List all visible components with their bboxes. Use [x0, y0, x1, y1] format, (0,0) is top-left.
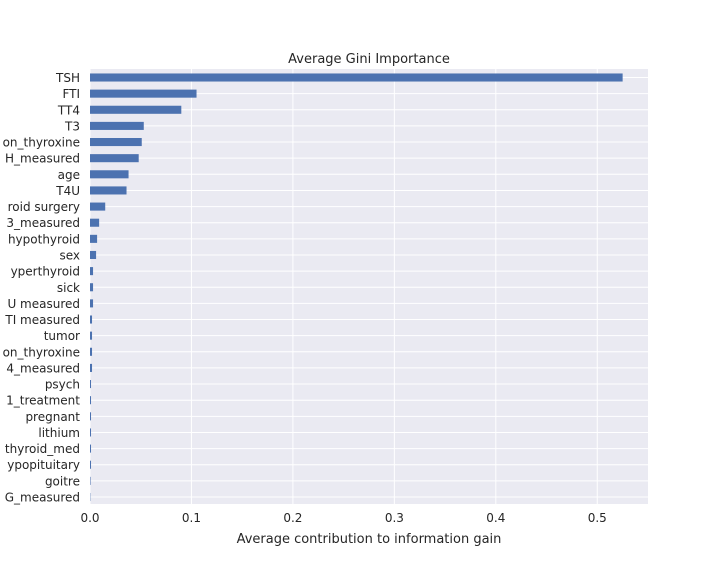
x-tick-label: 0.2: [283, 511, 302, 525]
bar-22: [90, 428, 92, 437]
y-tick-label: U measured: [7, 297, 80, 311]
bar-24: [90, 460, 92, 469]
y-tick-label: T4U: [55, 184, 80, 198]
y-tick-label: TT4: [57, 103, 80, 117]
bar-14: [90, 299, 94, 308]
y-tick-label: 4_measured: [6, 361, 80, 375]
bar-7: [90, 186, 127, 195]
bar-1: [90, 89, 197, 98]
y-tick-label: TI measured: [4, 313, 80, 327]
y-tick-label: ypopituitary: [7, 458, 80, 472]
y-tick-label: G_measured: [5, 491, 80, 505]
y-tick-label: yperthyroid: [11, 265, 80, 279]
y-tick-label: on_thyroxine: [3, 136, 80, 150]
bar-19: [90, 380, 92, 389]
y-tick-label: thyroid_med: [5, 442, 80, 456]
y-tick-label: H_measured: [5, 152, 80, 166]
bar-5: [90, 154, 139, 163]
bar-21: [90, 412, 92, 421]
bar-12: [90, 267, 94, 276]
y-tick-label: hypothyroid: [8, 232, 80, 246]
grid-lines: [89, 69, 648, 504]
bars-group: [90, 73, 623, 502]
bar-11: [90, 250, 97, 260]
y-tick-label: tumor: [44, 329, 80, 343]
x-tick-label: 0.3: [385, 511, 404, 525]
x-axis-label: Average contribution to information gain: [237, 532, 502, 547]
bar-13: [90, 283, 94, 292]
y-tick-label: TSH: [55, 71, 80, 85]
x-tick-labels: 0.0 0.1 0.2 0.3 0.4 0.5: [80, 511, 606, 525]
bar-20: [90, 396, 92, 405]
bar-18: [90, 363, 93, 372]
x-tick-label: 0.1: [182, 511, 201, 525]
bar-23: [90, 444, 92, 453]
y-tick-label: sex: [59, 248, 80, 262]
y-tick-label: 1_treatment: [6, 394, 80, 408]
bar-0: [90, 73, 623, 82]
bar-15: [90, 315, 93, 324]
y-tick-label: age: [58, 168, 80, 182]
x-tick-label: 0.0: [80, 511, 99, 525]
chart-title: Average Gini Importance: [288, 52, 450, 67]
bar-8: [90, 202, 106, 211]
bar-9: [90, 218, 100, 227]
y-tick-label: FTI: [62, 87, 80, 101]
bar-17: [90, 347, 93, 356]
bar-2: [90, 105, 182, 114]
bar-10: [90, 234, 98, 243]
bar-4: [90, 138, 142, 147]
y-tick-label: goitre: [45, 474, 80, 488]
x-tick-label: 0.5: [588, 511, 607, 525]
bar-25: [90, 476, 91, 485]
bar-6: [90, 170, 129, 179]
y-tick-label: psych: [45, 378, 80, 392]
y-tick-label: 3_measured: [6, 216, 80, 230]
y-tick-label: T3: [64, 119, 80, 133]
bar-3: [90, 121, 144, 130]
y-tick-label: on_thyroxine: [3, 345, 80, 359]
y-tick-label: pregnant: [25, 410, 80, 424]
plot-background: [90, 69, 648, 504]
y-tick-label: lithium: [38, 426, 80, 440]
x-tick-label: 0.4: [486, 511, 505, 525]
bar-16: [90, 331, 93, 340]
y-tick-label: sick: [57, 281, 80, 295]
y-tick-label: roid surgery: [8, 200, 80, 214]
